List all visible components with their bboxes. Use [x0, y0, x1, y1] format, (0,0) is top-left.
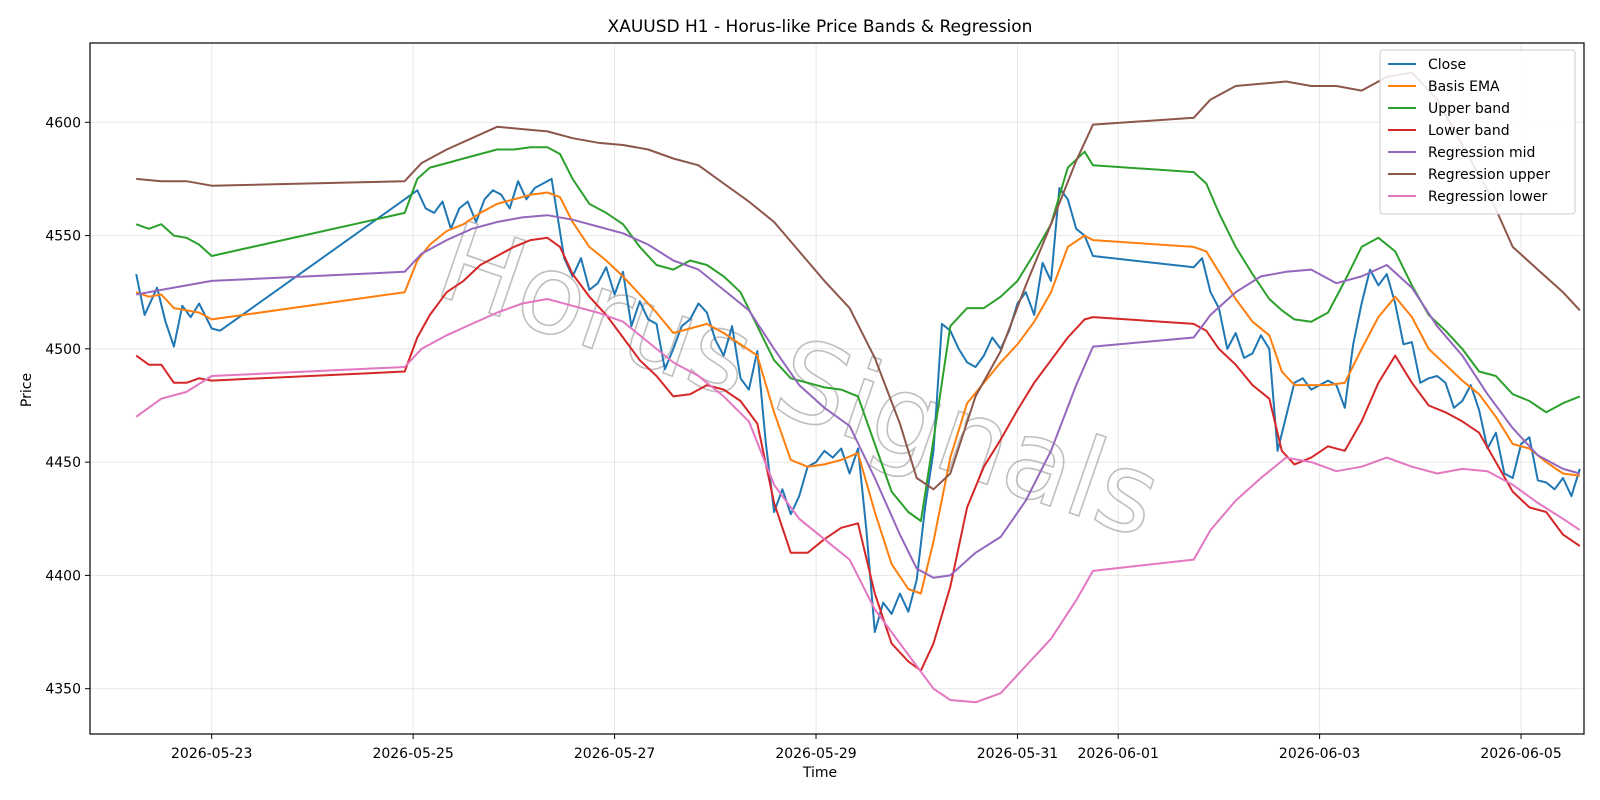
x-tick-label: 2026-05-27	[574, 746, 655, 762]
plot-frame	[89, 42, 1585, 735]
legend-label: Regression lower	[1428, 189, 1548, 205]
y-tick-label: 4600	[45, 115, 81, 131]
series-line-regression-mid	[136, 214, 1581, 579]
series-line-upper-band	[135, 146, 1581, 522]
x-tick-label: 2026-05-31	[977, 746, 1058, 762]
legend-label: Lower band	[1428, 123, 1510, 139]
series-line-basis-ema	[135, 191, 1580, 595]
legend-label: Basis EMA	[1428, 79, 1500, 95]
x-tick-label: 2026-06-05	[1480, 746, 1561, 762]
grid-layer	[90, 43, 1584, 734]
y-axis-label: Price	[19, 373, 35, 407]
x-axis: 2026-05-23 2026-05-25 2026-05-27 2026-05-29…	[171, 734, 1562, 762]
series-layer	[135, 71, 1581, 704]
y-tick-label: 4350	[45, 682, 81, 698]
x-tick-label: 2026-06-03	[1279, 746, 1360, 762]
legend-label: Regression mid	[1428, 145, 1535, 161]
x-tick-label: 2026-05-29	[775, 746, 856, 762]
series-line-regression-lower	[135, 298, 1581, 704]
legend: Close Basis EMA Upper band Lower band Regres…	[1379, 49, 1576, 215]
legend-label: Upper band	[1428, 101, 1510, 117]
legend-box	[1379, 49, 1576, 215]
y-tick-label: 4550	[45, 229, 81, 245]
y-axis: 4350 4400 4450 4500 4550 4600	[45, 115, 90, 698]
y-tick-label: 4400	[45, 568, 81, 584]
legend-label: Close	[1428, 57, 1466, 73]
legend-label: Regression upper	[1428, 167, 1550, 183]
chart-title: XAUUSD H1 - Horus-like Price Bands & Reg…	[608, 17, 1033, 37]
y-tick-label: 4450	[45, 455, 81, 471]
series-line-regression-upper	[136, 71, 1581, 491]
series-line-close	[135, 177, 1581, 633]
x-axis-label: Time	[802, 765, 837, 781]
y-tick-label: 4500	[45, 342, 81, 358]
x-tick-label: 2026-05-25	[372, 746, 453, 762]
series-line-lower-band	[135, 236, 1581, 672]
x-tick-label: 2026-06-01	[1077, 746, 1158, 762]
x-tick-label: 2026-05-23	[171, 746, 252, 762]
